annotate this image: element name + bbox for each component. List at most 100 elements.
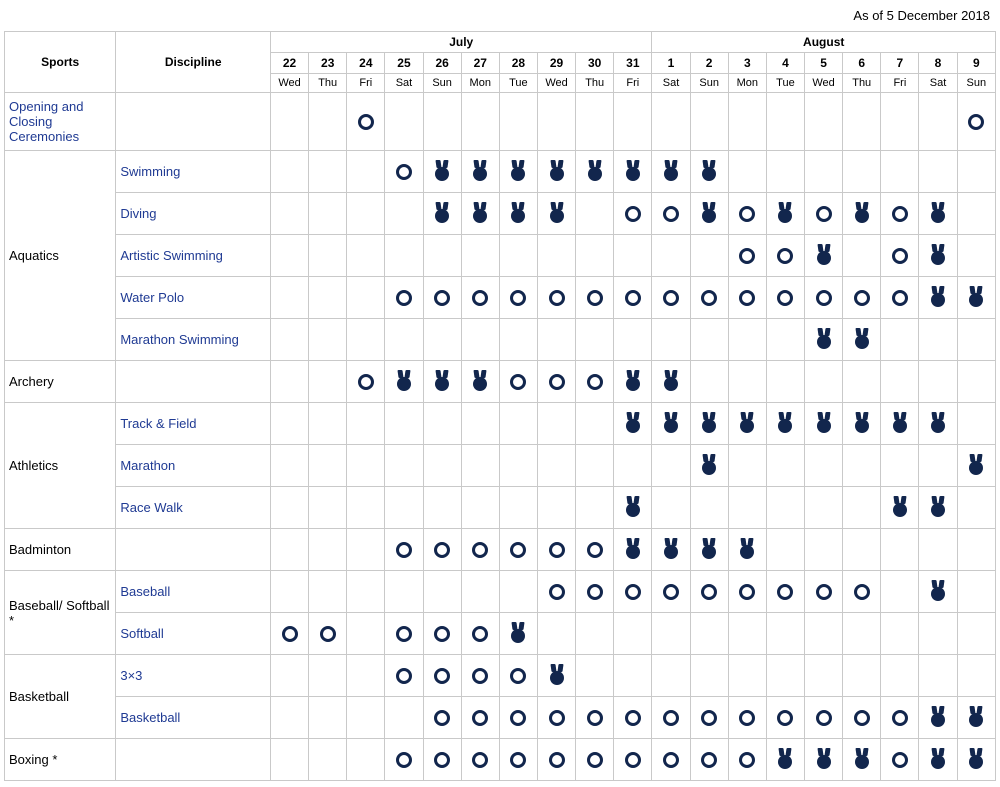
- sport-link[interactable]: Opening and Closing Ceremonies: [9, 99, 83, 144]
- day-cell: [347, 151, 385, 193]
- event-ring-icon: [663, 290, 679, 306]
- day-cell: [270, 93, 308, 151]
- medal-icon: [508, 162, 528, 182]
- discipline-link[interactable]: Water Polo: [120, 290, 184, 305]
- event-ring-icon: [358, 374, 374, 390]
- discipline-link[interactable]: Track & Field: [120, 416, 196, 431]
- day-cell: [309, 193, 347, 235]
- day-cell: [537, 361, 575, 403]
- day-cell: [309, 151, 347, 193]
- day-number: 9: [957, 53, 995, 74]
- day-cell: [843, 403, 881, 445]
- day-cell: [881, 445, 919, 487]
- day-cell: [423, 277, 461, 319]
- day-cell: [690, 403, 728, 445]
- day-cell: [690, 697, 728, 739]
- event-ring-icon: [816, 584, 832, 600]
- day-cell: [347, 613, 385, 655]
- day-cell: [270, 235, 308, 277]
- day-cell: [766, 571, 804, 613]
- day-cell: [957, 529, 995, 571]
- day-cell: [461, 319, 499, 361]
- day-cell: [614, 655, 652, 697]
- day-cell: [576, 739, 614, 781]
- day-cell: [385, 445, 423, 487]
- day-cell: [614, 697, 652, 739]
- table-row: Softball: [5, 613, 996, 655]
- day-cell: [270, 193, 308, 235]
- event-ring-icon: [739, 206, 755, 222]
- day-cell: [805, 193, 843, 235]
- day-cell: [347, 319, 385, 361]
- discipline-link[interactable]: 3×3: [120, 668, 142, 683]
- day-cell: [347, 697, 385, 739]
- day-cell: [652, 403, 690, 445]
- day-cell: [347, 361, 385, 403]
- day-cell: [537, 319, 575, 361]
- discipline-link[interactable]: Artistic Swimming: [120, 248, 223, 263]
- day-cell: [843, 93, 881, 151]
- day-cell: [728, 193, 766, 235]
- discipline-link[interactable]: Race Walk: [120, 500, 182, 515]
- medal-icon: [623, 498, 643, 518]
- medal-icon: [814, 246, 834, 266]
- medal-icon: [928, 498, 948, 518]
- table-row: Water Polo: [5, 277, 996, 319]
- event-ring-icon: [396, 626, 412, 642]
- day-cell: [919, 655, 957, 697]
- day-cell: [690, 277, 728, 319]
- day-cell: [537, 93, 575, 151]
- day-name: Sun: [957, 74, 995, 93]
- day-cell: [919, 697, 957, 739]
- day-cell: [766, 151, 804, 193]
- event-ring-icon: [510, 668, 526, 684]
- day-cell: [614, 277, 652, 319]
- day-cell: [385, 739, 423, 781]
- discipline-link[interactable]: Baseball: [120, 584, 170, 599]
- discipline-link[interactable]: Swimming: [120, 164, 180, 179]
- day-cell: [805, 445, 843, 487]
- day-cell: [690, 319, 728, 361]
- day-cell: [423, 445, 461, 487]
- discipline-link[interactable]: Softball: [120, 626, 163, 641]
- day-cell: [423, 697, 461, 739]
- day-name: Tue: [499, 74, 537, 93]
- day-cell: [957, 361, 995, 403]
- event-ring-icon: [701, 752, 717, 768]
- day-cell: [652, 277, 690, 319]
- day-cell: [843, 445, 881, 487]
- event-ring-icon: [282, 626, 298, 642]
- medal-icon: [928, 750, 948, 770]
- day-cell: [805, 739, 843, 781]
- day-cell: [614, 151, 652, 193]
- event-ring-icon: [396, 164, 412, 180]
- day-cell: [766, 361, 804, 403]
- event-ring-icon: [510, 752, 526, 768]
- day-cell: [805, 571, 843, 613]
- day-cell: [652, 655, 690, 697]
- day-cell: [766, 277, 804, 319]
- discipline-link[interactable]: Marathon: [120, 458, 175, 473]
- day-cell: [728, 655, 766, 697]
- discipline-link[interactable]: Basketball: [120, 710, 180, 725]
- event-ring-icon: [434, 626, 450, 642]
- day-cell: [805, 319, 843, 361]
- day-cell: [499, 655, 537, 697]
- day-cell: [576, 529, 614, 571]
- day-cell: [919, 403, 957, 445]
- day-name: Thu: [576, 74, 614, 93]
- day-name: Sat: [652, 74, 690, 93]
- day-cell: [347, 93, 385, 151]
- day-cell: [919, 235, 957, 277]
- discipline-link[interactable]: Marathon Swimming: [120, 332, 239, 347]
- day-cell: [385, 697, 423, 739]
- medal-icon: [775, 414, 795, 434]
- day-number: 7: [881, 53, 919, 74]
- event-ring-icon: [663, 206, 679, 222]
- day-cell: [805, 361, 843, 403]
- day-cell: [423, 739, 461, 781]
- discipline-link[interactable]: Diving: [120, 206, 156, 221]
- day-cell: [652, 193, 690, 235]
- event-ring-icon: [854, 584, 870, 600]
- day-cell: [614, 361, 652, 403]
